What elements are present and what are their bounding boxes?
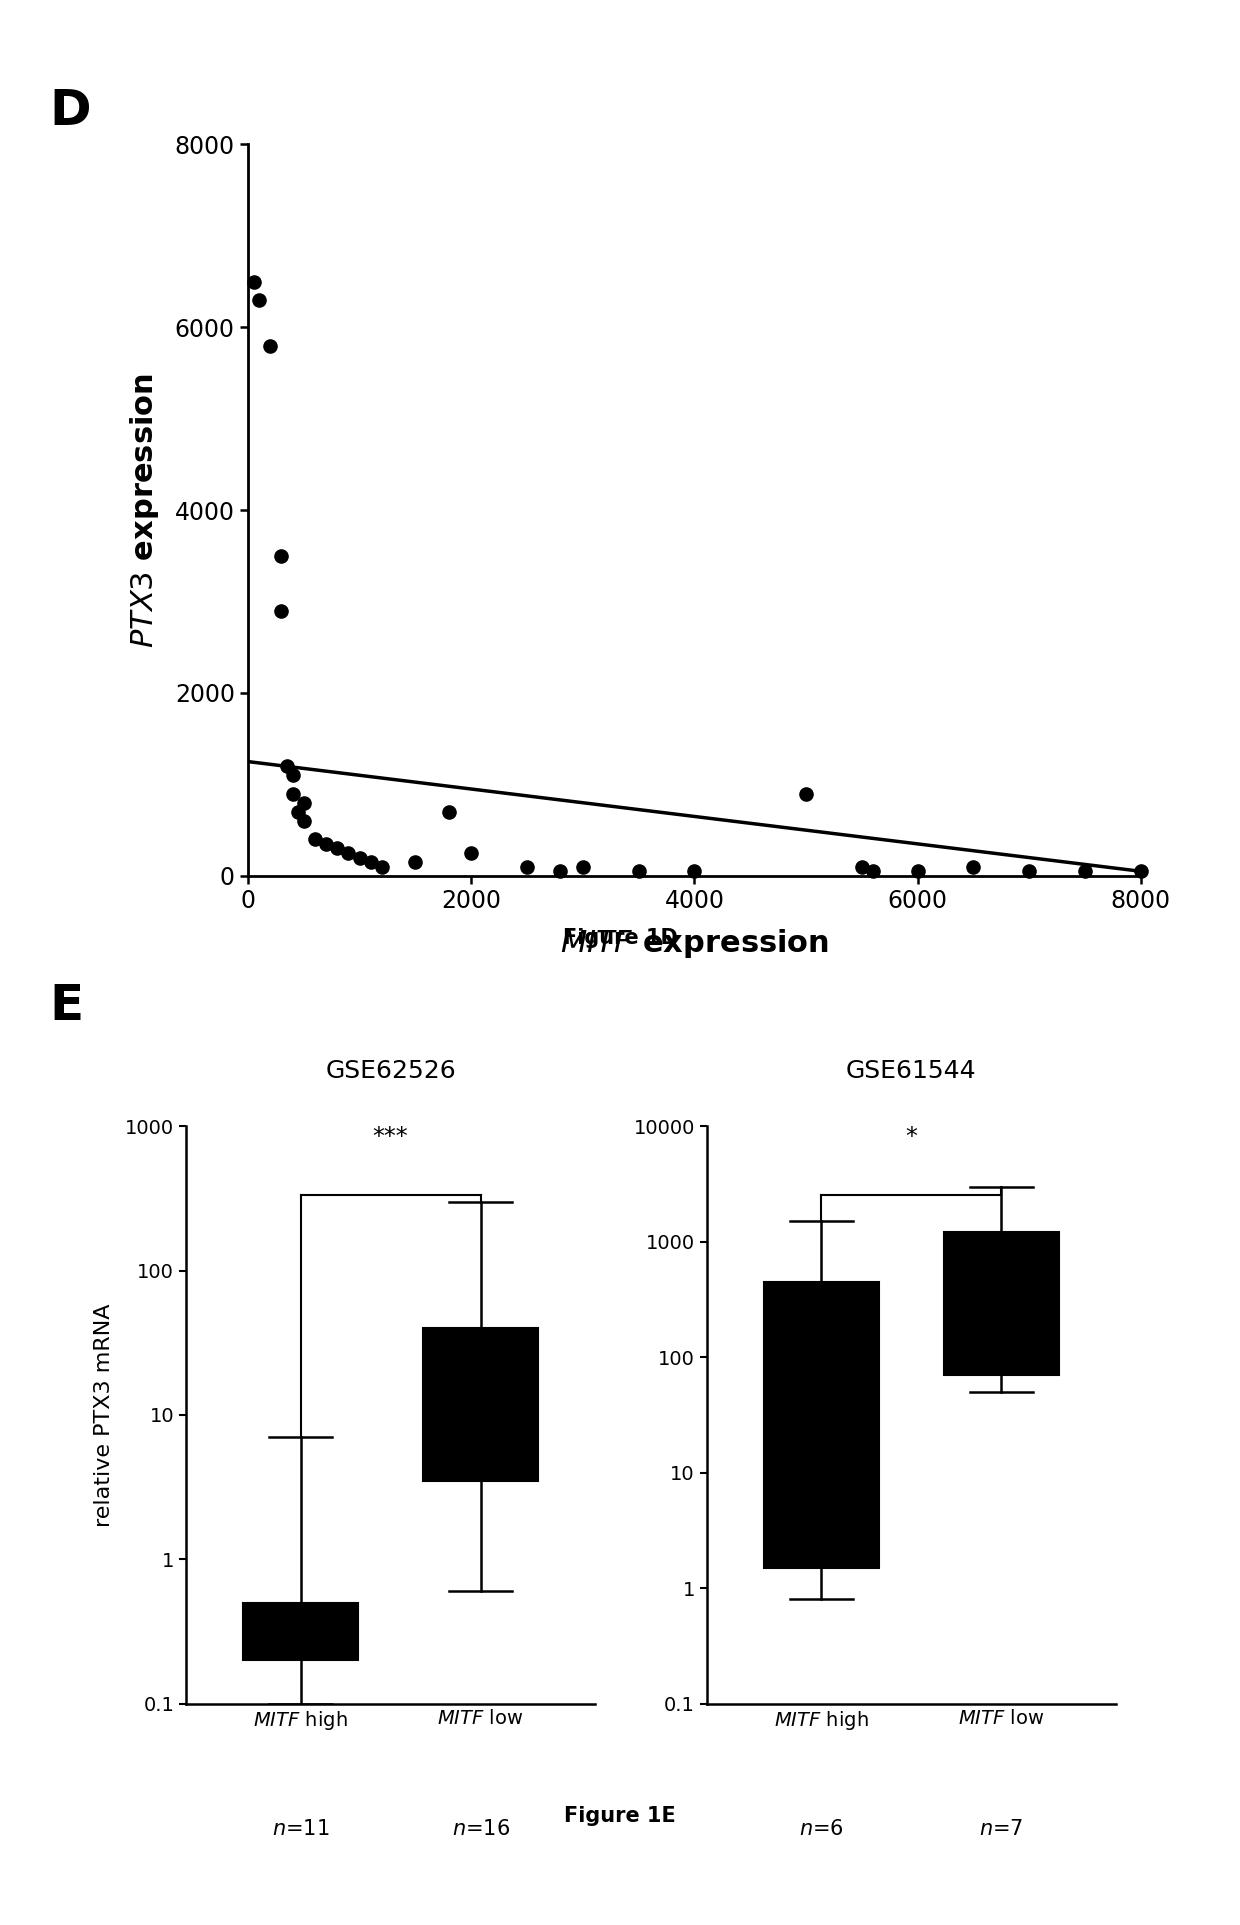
Point: [963, 851, 983, 882]
Text: Figure 1E: Figure 1E: [564, 1806, 676, 1825]
Bar: [423, 1328, 538, 1480]
Point: [288, 797, 309, 828]
Text: D: D: [50, 87, 92, 135]
Point: [405, 847, 425, 878]
Point: [260, 331, 280, 362]
Title: GSE62526: GSE62526: [325, 1059, 456, 1082]
Point: [272, 595, 291, 626]
Point: [249, 285, 269, 316]
Title: GSE61544: GSE61544: [846, 1059, 977, 1082]
Text: $\mathit{n}$=6: $\mathit{n}$=6: [799, 1819, 843, 1838]
Point: [461, 837, 481, 868]
Point: [551, 857, 570, 887]
Text: ***: ***: [373, 1126, 408, 1149]
Point: [372, 851, 392, 882]
Point: [278, 751, 298, 782]
Text: $\mathit{n}$=7: $\mathit{n}$=7: [980, 1819, 1023, 1838]
Point: [629, 857, 649, 887]
Point: [1075, 857, 1095, 887]
Point: [908, 857, 928, 887]
Point: [294, 787, 314, 818]
Point: [863, 857, 883, 887]
Bar: [764, 1282, 879, 1567]
Point: [439, 797, 459, 828]
Text: $\mathit{n}$=16: $\mathit{n}$=16: [451, 1819, 510, 1838]
Point: [272, 541, 291, 572]
Point: [243, 266, 264, 296]
Point: [294, 805, 314, 835]
Text: *: *: [905, 1126, 918, 1149]
Point: [796, 778, 816, 808]
Point: [350, 843, 370, 874]
Point: [305, 824, 325, 855]
Point: [283, 778, 303, 808]
X-axis label: $\mathit{MITF}$ expression: $\mathit{MITF}$ expression: [560, 928, 828, 961]
Y-axis label: relative PTX3 mRNA: relative PTX3 mRNA: [94, 1303, 114, 1527]
Point: [361, 847, 381, 878]
Point: [339, 837, 358, 868]
Point: [283, 760, 303, 791]
Point: [684, 857, 704, 887]
Point: [316, 828, 336, 859]
Bar: [243, 1604, 358, 1659]
Point: [1131, 857, 1151, 887]
Y-axis label: $\mathit{PTX3}$ expression: $\mathit{PTX3}$ expression: [128, 373, 161, 647]
Text: Figure 1D: Figure 1D: [563, 928, 677, 947]
Point: [327, 834, 347, 864]
Text: $\mathit{n}$=11: $\mathit{n}$=11: [272, 1819, 330, 1838]
Point: [1019, 857, 1039, 887]
Point: [852, 851, 872, 882]
Text: E: E: [50, 982, 84, 1030]
Point: [573, 851, 593, 882]
Point: [517, 851, 537, 882]
Bar: [944, 1232, 1059, 1374]
